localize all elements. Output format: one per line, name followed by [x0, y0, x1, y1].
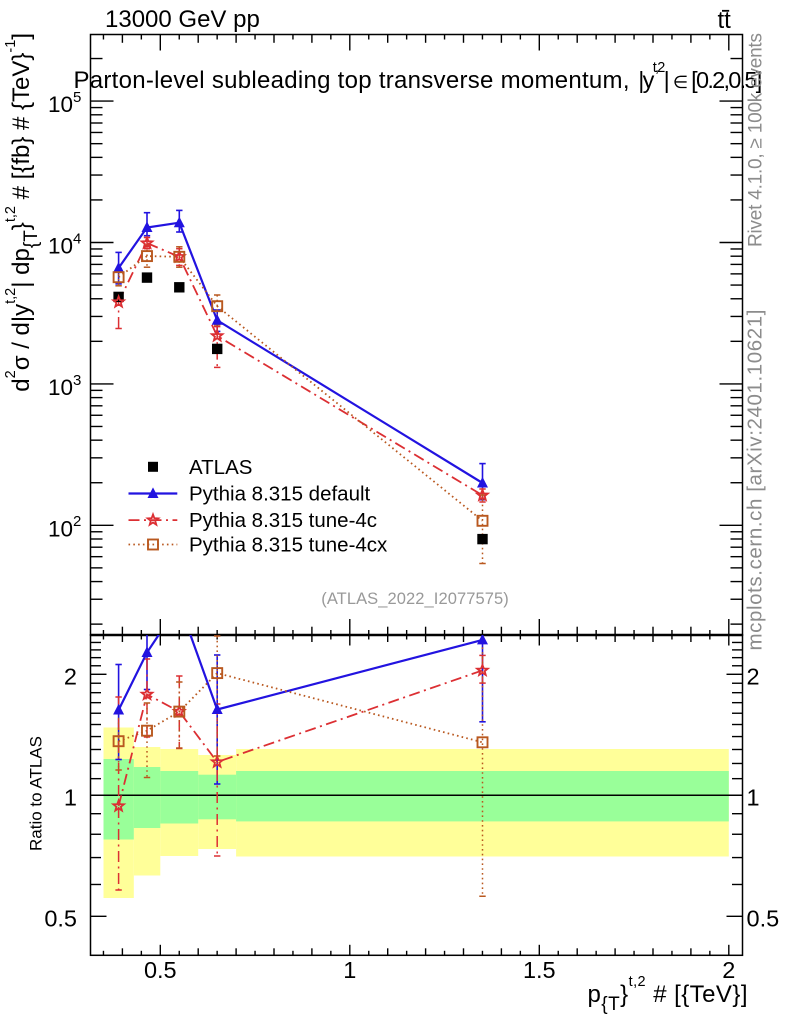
svg-text:1: 1 — [64, 785, 77, 811]
svg-text:mcplots.cern.ch [arXiv:2401.10: mcplots.cern.ch [arXiv:2401.10621] — [744, 310, 767, 651]
svg-text:0.5: 0.5 — [144, 957, 177, 983]
svg-text:Rivet 4.1.0, ≥ 100k events: Rivet 4.1.0, ≥ 100k events — [746, 33, 767, 247]
svg-text:Ratio to ATLAS: Ratio to ATLAS — [27, 736, 46, 851]
svg-text:0.5: 0.5 — [44, 906, 77, 932]
svg-text:Pythia 8.315 tune-4cx: Pythia 8.315 tune-4cx — [189, 534, 388, 557]
svg-text:0.5: 0.5 — [747, 906, 780, 932]
svg-text:ATLAS: ATLAS — [189, 456, 252, 479]
svg-text:2: 2 — [747, 664, 760, 690]
svg-text:2: 2 — [64, 664, 77, 690]
svg-text:2: 2 — [722, 957, 735, 983]
svg-text:(ATLAS_2022_I2077575): (ATLAS_2022_I2077575) — [321, 590, 509, 608]
svg-text:Parton-level subleading top tr: Parton-level subleading top transverse m… — [74, 67, 630, 94]
svg-text:Pythia 8.315 default: Pythia 8.315 default — [189, 483, 371, 506]
svg-text:Pythia 8.315 tune-4c: Pythia 8.315 tune-4c — [189, 509, 377, 532]
svg-text:1: 1 — [747, 785, 760, 811]
svg-text:1.5: 1.5 — [523, 957, 556, 983]
svg-text:1: 1 — [343, 957, 356, 983]
svg-text:tt: tt — [718, 7, 732, 34]
svg-text:13000 GeV pp: 13000 GeV pp — [105, 6, 260, 33]
